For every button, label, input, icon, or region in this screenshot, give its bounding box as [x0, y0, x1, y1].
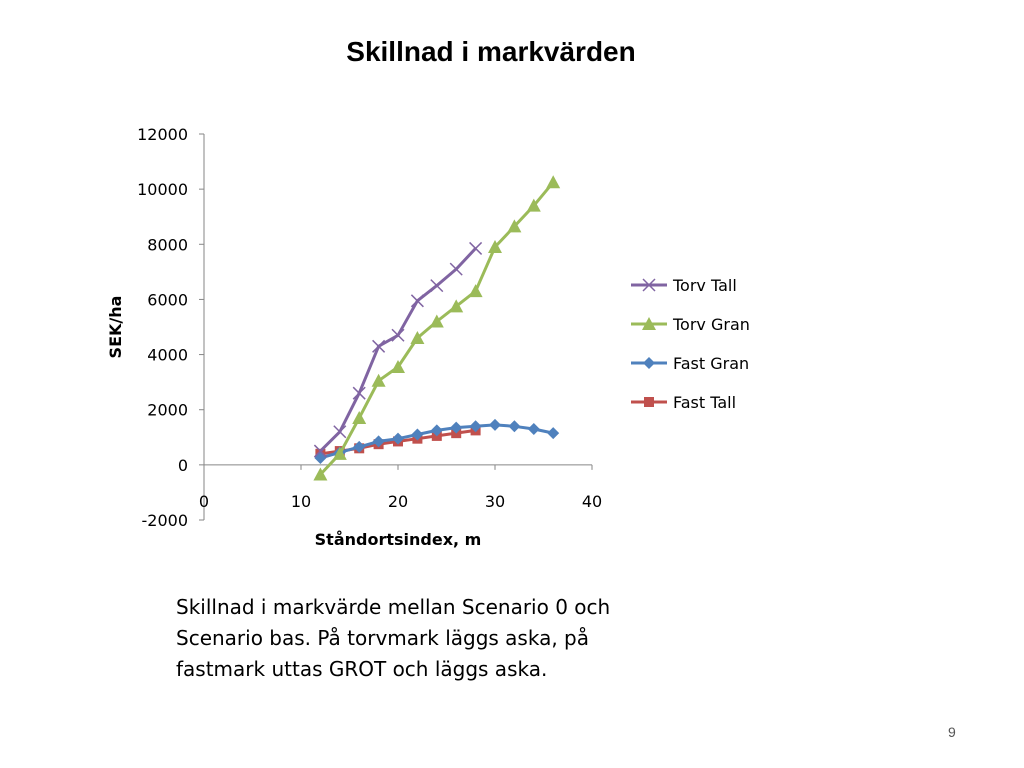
- data-point: [391, 328, 405, 342]
- legend-marker: [643, 357, 655, 369]
- data-point: [527, 423, 540, 436]
- legend-label: Torv Gran: [672, 315, 750, 334]
- slide-caption: Skillnad i markvärde mellan Scenario 0 o…: [176, 595, 611, 681]
- data-point: [450, 421, 463, 434]
- data-point: [352, 410, 367, 424]
- data-point: [469, 420, 482, 433]
- data-point: [371, 373, 386, 387]
- y-tick-label: 10000: [137, 180, 188, 199]
- y-tick-label: -2000: [142, 511, 189, 530]
- x-tick-label: 10: [291, 492, 311, 511]
- data-point: [547, 427, 560, 440]
- y-tick-label: 2000: [147, 401, 188, 420]
- data-point: [489, 418, 501, 431]
- legend-item: Fast Tall: [631, 393, 736, 412]
- y-tick-label: 0: [178, 456, 188, 475]
- data-point: [333, 425, 347, 439]
- series-torv-gran: [313, 175, 561, 481]
- data-point: [526, 198, 541, 212]
- data-point: [372, 339, 386, 353]
- data-point: [391, 359, 405, 373]
- data-point: [488, 240, 502, 254]
- y-axis-title: SEK/ha: [106, 296, 125, 359]
- chart-legend: Torv Tall Torv Gran Fast Gran Fast Tall: [631, 276, 750, 412]
- chart-series: [313, 175, 561, 481]
- data-point: [469, 241, 483, 255]
- data-point: [507, 219, 522, 233]
- legend-marker: [644, 397, 654, 407]
- data-point: [508, 420, 521, 433]
- data-point: [313, 467, 328, 481]
- x-tick-label: 40: [582, 492, 602, 511]
- x-axis-title: Ståndortsindex, m: [315, 530, 482, 549]
- legend-label: Fast Tall: [673, 393, 736, 412]
- legend-label: Fast Gran: [673, 354, 749, 373]
- series-torv-tall: [313, 241, 483, 458]
- x-tick-label: 20: [388, 492, 408, 511]
- data-point: [546, 175, 561, 189]
- x-tick-label: 0: [199, 492, 209, 511]
- data-point: [411, 428, 424, 441]
- data-point: [372, 435, 385, 448]
- y-tick-label: 4000: [147, 346, 188, 365]
- data-point: [449, 262, 463, 276]
- data-point: [353, 440, 366, 453]
- series-fast-gran: [314, 418, 560, 464]
- legend-item: Torv Gran: [631, 315, 750, 334]
- y-tick-label: 8000: [147, 235, 188, 254]
- data-point: [352, 386, 366, 400]
- chart-axes: -2000 0 2000 4000 6000 8000 10000 12000 0 10 20 30 4…: [106, 125, 602, 549]
- data-point: [430, 279, 444, 293]
- y-tick-label: 6000: [147, 290, 188, 309]
- x-tick-label: 30: [485, 492, 505, 511]
- legend-item: Fast Gran: [631, 354, 749, 373]
- data-point: [332, 446, 347, 460]
- data-point: [410, 331, 425, 345]
- data-point: [430, 424, 443, 437]
- y-tick-label: 12000: [137, 125, 188, 144]
- legend-marker: [642, 317, 656, 330]
- data-point: [313, 444, 327, 458]
- data-point: [429, 314, 444, 328]
- data-point: [468, 284, 483, 298]
- legend-marker: [642, 278, 656, 292]
- legend-label: Torv Tall: [672, 276, 737, 295]
- series-line: [319, 247, 477, 453]
- legend-item: Torv Tall: [631, 276, 737, 295]
- slide-title: Skillnad i markvärden: [346, 36, 636, 67]
- page-number: 9: [948, 724, 956, 740]
- data-point: [449, 299, 464, 313]
- data-point: [410, 294, 424, 308]
- data-point: [392, 432, 404, 445]
